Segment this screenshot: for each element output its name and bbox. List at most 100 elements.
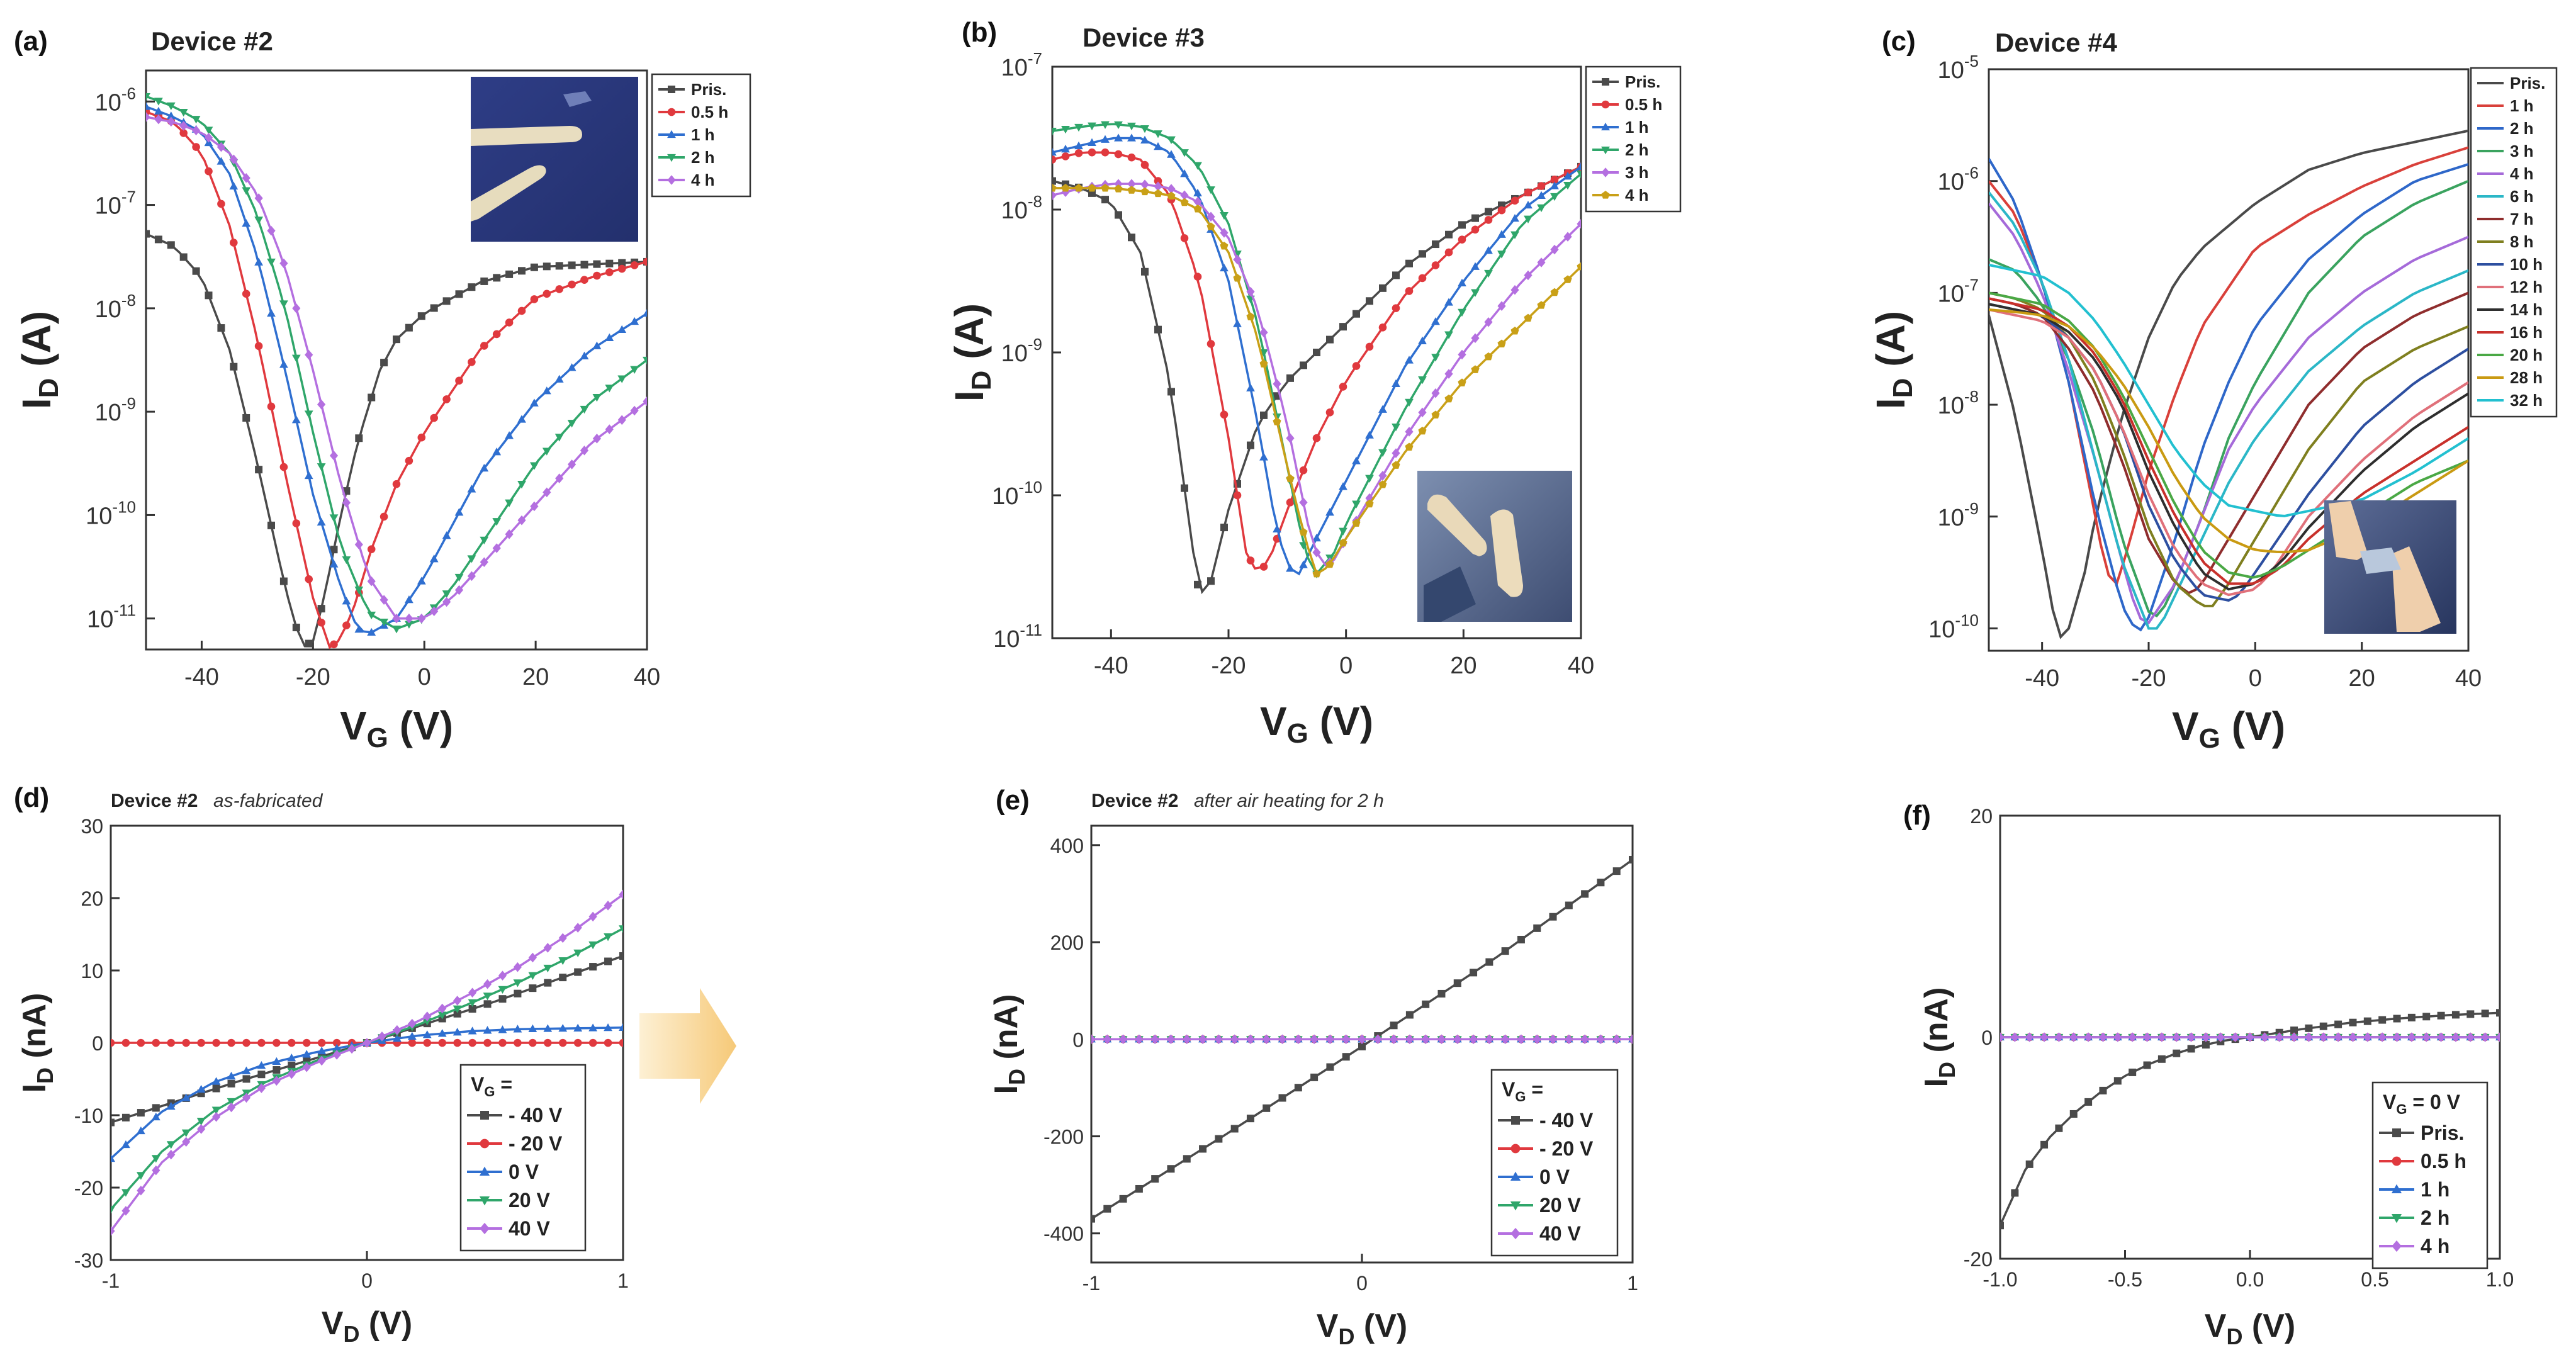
data-point-1-h [554, 374, 564, 383]
data-point-0-5-h [317, 618, 325, 627]
data-point-pris- [1260, 411, 1268, 419]
legend-entry: 2 h [691, 148, 715, 167]
data-point-2-h [1206, 186, 1215, 194]
data-point-0-v [332, 1043, 342, 1052]
y-tick-label: -20 [1964, 1248, 1993, 1271]
data-point-1-h [279, 360, 288, 368]
legend-marker [667, 154, 676, 162]
data-point-pris- [2113, 1077, 2122, 1085]
legend-marker [480, 1139, 490, 1149]
legend-marker [667, 108, 676, 116]
data-point-4-h [2422, 1032, 2431, 1042]
data-point-4-h [2069, 1032, 2078, 1042]
data-point-0-5-h [480, 342, 488, 350]
series-line-pris- [146, 233, 647, 648]
data-point-4-h [454, 585, 464, 595]
y-tick-label: 20 [81, 887, 103, 910]
data-point-pris- [1207, 577, 1215, 585]
data-point-0-v [468, 1026, 477, 1035]
data-point-2-h [643, 356, 647, 365]
data-point-4-h [1246, 312, 1255, 320]
data-point-20-v [528, 972, 537, 980]
data-point--40-v [604, 957, 612, 965]
data-point-pris- [2349, 1018, 2357, 1026]
data-point-1-h [317, 517, 326, 526]
data-point-pris- [430, 304, 438, 312]
data-point-2-h [254, 216, 263, 225]
data-point-4-h [2260, 1032, 2269, 1042]
data-point-4-h [242, 173, 250, 183]
legend: Pris. 0.5 h 1 h 2 h 3 h 4 h [1585, 65, 1682, 213]
data-point-2-h [317, 463, 326, 471]
data-point-3-h [1299, 497, 1308, 508]
x-axis-label: VG (V) [1260, 699, 1373, 749]
data-point-4-h [329, 451, 339, 461]
data-point-4-h [317, 399, 326, 410]
data-point-1-h [1418, 336, 1427, 344]
data-point-40-v [408, 1018, 417, 1029]
data-point-40-v [111, 1226, 115, 1236]
data-point-0-5-h [580, 276, 588, 284]
data-point--20-v [257, 1038, 266, 1047]
data-point-4-h [630, 405, 639, 416]
data-point-pris- [2055, 1124, 2063, 1132]
data-point-pris- [505, 270, 514, 278]
data-point-0-v [513, 1025, 522, 1033]
data-point-4-h [1114, 184, 1123, 193]
data-point-4-h [405, 613, 413, 624]
data-point-1-h [1114, 133, 1123, 142]
data-point-pris- [2466, 1010, 2475, 1018]
legend-entry: 12 h [2510, 278, 2543, 296]
y-axis-label: ID (A) [947, 303, 997, 402]
data-point-pris- [568, 261, 576, 269]
data-point--20-v [604, 1038, 612, 1047]
data-point--40-v [589, 963, 597, 971]
data-point--20-v [529, 1038, 537, 1047]
data-point--40-v [483, 1000, 492, 1008]
data-point-1-h [217, 157, 226, 165]
data-point-2-h [505, 499, 514, 507]
data-point-40-v [438, 1003, 447, 1014]
data-point-4-h [367, 576, 376, 587]
chart-title: Device #2 [151, 26, 273, 56]
data-point-4-h [2290, 1032, 2298, 1042]
legend-entry: 4 h [1625, 186, 1649, 205]
data-point-0-5-h [617, 264, 626, 273]
data-point-pris- [242, 414, 250, 422]
data-point-40-v [619, 889, 623, 900]
data-point-40-v [513, 962, 522, 972]
data-point-0-5-h [1352, 362, 1361, 370]
data-point-0-5-h [1246, 556, 1255, 565]
data-point-3-h [1577, 218, 1581, 229]
data-point--40-v [1358, 1042, 1366, 1050]
data-point-4-h [1550, 288, 1559, 296]
data-point--40-v [1565, 901, 1573, 909]
data-point-pris- [1392, 271, 1400, 279]
data-point--20-v [453, 1038, 461, 1047]
data-point-pris- [217, 324, 225, 332]
data-point-pris- [2422, 1013, 2431, 1021]
data-point-pris- [1432, 240, 1439, 249]
data-point-1-h [1405, 356, 1414, 364]
data-point-1-h [1074, 141, 1083, 150]
data-point-2-h [1365, 475, 1374, 483]
legend-entry: - 40 V [1539, 1109, 1594, 1132]
data-point-pris- [2173, 1049, 2181, 1057]
data-point-0-5-h [1312, 434, 1321, 442]
data-point--20-v [543, 1038, 552, 1047]
data-point-0-v [121, 1140, 130, 1149]
data-point-pris- [1379, 284, 1386, 292]
data-point-40-v [1325, 1034, 1335, 1045]
data-point-0-5-h [1052, 155, 1057, 164]
data-point-0-5-h [1180, 234, 1189, 242]
data-point-4-h [2378, 1032, 2387, 1042]
data-point-40-v [1103, 1034, 1111, 1045]
data-point-pris- [2025, 1160, 2033, 1168]
data-point--40-v [1091, 1215, 1095, 1223]
data-point--20-v [152, 1038, 160, 1047]
data-point-0-5-h [1339, 383, 1347, 391]
data-point-pris- [2202, 1041, 2210, 1049]
data-point-0-v [181, 1093, 191, 1101]
data-point-40-v [1150, 1034, 1159, 1045]
